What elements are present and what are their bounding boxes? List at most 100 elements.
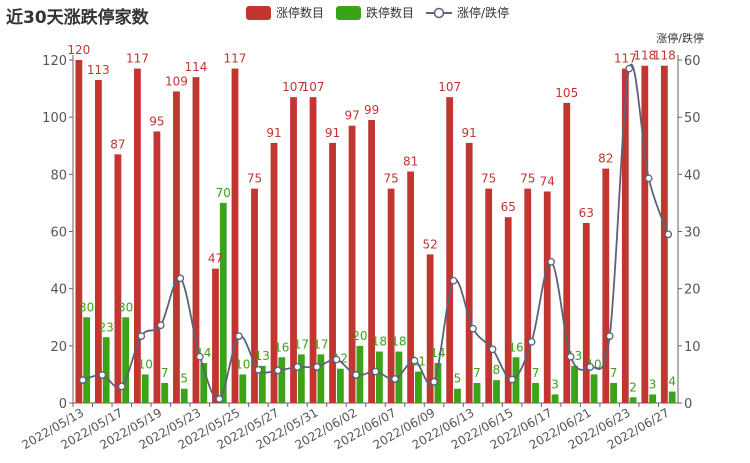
bar-limit-up (270, 142, 278, 403)
legend-item-limit-up[interactable]: 涨停数目 (246, 4, 324, 21)
y2-tick-label: 0 (684, 397, 692, 412)
bar-limit-down (571, 365, 578, 403)
ratio-point (449, 276, 458, 285)
bar-limit-up (192, 77, 200, 404)
bar-limit-down (239, 374, 247, 403)
bar-limit-up (251, 188, 258, 403)
data-label-limit-up: 95 (149, 114, 164, 128)
data-label-limit-down: 70 (216, 186, 231, 200)
ratio-point (371, 367, 380, 376)
data-label-limit-up: 74 (540, 174, 555, 188)
data-label-limit-up: 107 (438, 80, 461, 94)
bar-limit-up (134, 68, 141, 403)
data-label-limit-up: 113 (87, 63, 110, 77)
y2-tick-label: 40 (684, 168, 701, 183)
ratio-point (488, 345, 497, 354)
data-label-limit-up: 117 (224, 52, 247, 66)
ratio-point (98, 371, 107, 379)
bar-limit-down (161, 382, 169, 403)
bar-limit-up (329, 142, 336, 403)
ratio-point (469, 324, 477, 333)
y2-tick-label: 10 (684, 340, 701, 355)
bar-limit-down (473, 382, 481, 403)
data-label-limit-down: 10 (138, 357, 153, 371)
data-label-limit-down: 14 (430, 346, 445, 360)
ratio-point (254, 365, 263, 374)
data-label-limit-up: 118 (653, 49, 676, 63)
data-label-limit-down: 30 (118, 300, 133, 314)
bar-limit-up (368, 120, 375, 404)
bar-limit-down (180, 388, 188, 403)
bar-limit-down (376, 351, 383, 403)
y-tick-label: 40 (50, 283, 67, 298)
ratio-point (430, 377, 438, 386)
ratio-point (215, 395, 224, 403)
bar-limit-down (649, 394, 657, 403)
legend-label-limit-up: 涨停数目 (276, 6, 325, 20)
ratio-point (566, 352, 575, 361)
data-label-limit-up: 118 (633, 49, 656, 63)
bar-limit-down (629, 397, 637, 403)
data-label-limit-down: 7 (532, 366, 540, 380)
bar-limit-down (336, 368, 344, 403)
ratio-point (410, 356, 419, 365)
bar-limit-up (94, 80, 102, 403)
y2-tick-label: 30 (684, 226, 701, 241)
bar-limit-down (610, 382, 617, 403)
data-label-limit-up: 91 (325, 126, 340, 140)
legend-item-limit-down[interactable]: 跌停数目 (336, 4, 414, 21)
data-label-limit-up: 63 (579, 206, 594, 220)
bar-limit-down (258, 365, 266, 403)
bar-limit-up (602, 168, 610, 403)
y-tick-label: 0 (59, 397, 67, 412)
bar-limit-down (317, 354, 325, 403)
bar-limit-down (668, 391, 676, 403)
data-label-limit-up: 107 (302, 80, 325, 94)
bar-limit-up (446, 97, 454, 404)
y-tick-label: 20 (50, 340, 67, 355)
ratio-point (625, 64, 634, 73)
bar-limit-down (219, 202, 227, 403)
bar-limit-down (454, 388, 461, 403)
data-label-limit-up: 117 (614, 52, 637, 66)
data-label-limit-down: 2 (629, 380, 637, 394)
data-label-limit-down: 18 (391, 335, 406, 349)
y2-tick-label: 50 (684, 111, 701, 126)
bar-limit-up (387, 188, 395, 403)
bar-limit-up (114, 154, 122, 403)
ratio-point (156, 321, 165, 330)
data-label-limit-down: 7 (610, 366, 618, 380)
data-label-limit-up: 75 (247, 172, 262, 186)
bar-limit-down (512, 357, 520, 403)
data-label-limit-down: 17 (294, 337, 309, 351)
bar-limit-down (551, 394, 559, 403)
bar-limit-down (415, 371, 422, 403)
y2-tick-label: 20 (684, 283, 701, 298)
data-label-limit-up: 117 (126, 52, 149, 66)
bar-limit-up (407, 171, 415, 403)
data-label-limit-down: 7 (161, 366, 169, 380)
data-label-limit-up: 109 (165, 74, 188, 88)
legend-item-ratio[interactable]: 涨停/跌停 (426, 4, 509, 21)
data-label-limit-down: 4 (668, 375, 676, 389)
ratio-point (274, 366, 282, 375)
ratio-point (313, 363, 321, 371)
data-label-limit-up: 107 (282, 80, 305, 94)
data-label-limit-down: 16 (274, 340, 289, 354)
y-tick-label: 80 (50, 168, 67, 183)
y2-tick-label: 60 (684, 54, 701, 69)
data-label-limit-down: 13 (255, 349, 270, 363)
legend-swatch-ratio (426, 7, 453, 18)
data-label-limit-down: 3 (649, 377, 657, 391)
bar-limit-down (590, 374, 598, 403)
data-label-limit-down: 8 (493, 363, 501, 377)
bar-limit-up (173, 91, 180, 404)
ratio-point (137, 332, 146, 340)
data-label-limit-up: 114 (185, 60, 208, 74)
data-label-limit-up: 75 (383, 172, 398, 186)
bar-limit-down (297, 354, 305, 403)
bar-limit-up (621, 68, 629, 403)
bar-limit-down (493, 380, 500, 403)
bar-limit-up (504, 217, 512, 403)
